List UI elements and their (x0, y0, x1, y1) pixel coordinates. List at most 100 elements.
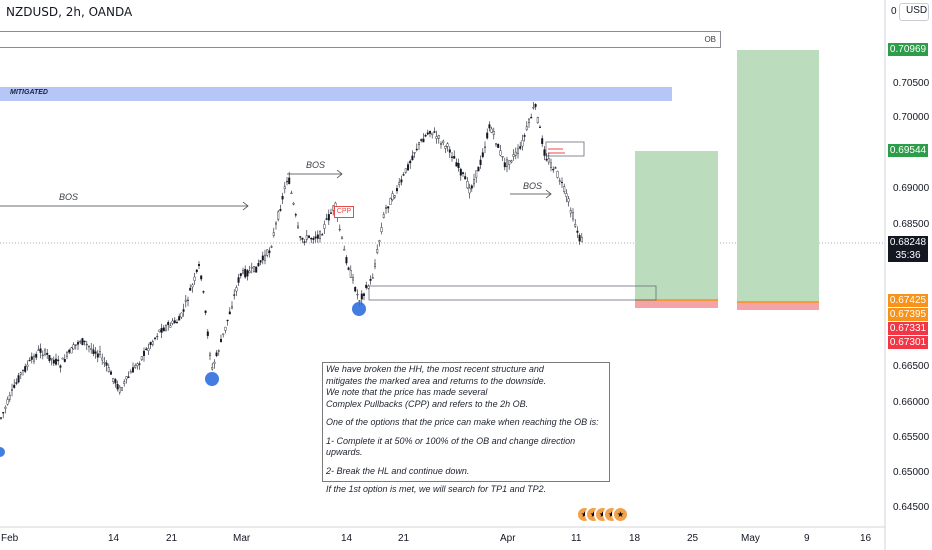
candle-body (277, 211, 280, 220)
symbol-legend[interactable]: NZDUSD, 2h, OANDA (6, 5, 133, 19)
ob-zone[interactable]: OB (0, 31, 721, 48)
candle-body (182, 309, 185, 312)
price-tick: 0.70500 (893, 78, 930, 89)
candle-body (105, 362, 108, 366)
ob-label: OB (704, 35, 716, 44)
candle-body (484, 146, 487, 148)
candle-body (90, 348, 93, 350)
candle-body (160, 328, 163, 333)
candle-body (26, 364, 29, 367)
candle-body (510, 160, 513, 163)
candle-body (237, 277, 240, 283)
economic-events[interactable]: ★ ★ ★ ★ ★ (576, 506, 629, 526)
candle-body (272, 232, 275, 236)
candle-body (352, 277, 355, 281)
note-line: If the 1st option is met, we will search… (326, 484, 547, 494)
sl1-zone (635, 300, 718, 308)
candle-body (371, 277, 374, 279)
candle-body (286, 180, 289, 183)
candle-body (574, 224, 577, 227)
candle-body (303, 241, 306, 243)
candle-body (437, 135, 440, 139)
candle-body (226, 319, 229, 322)
candle-body (363, 293, 366, 296)
currency-selector[interactable]: USD (899, 3, 929, 21)
candle-body (134, 365, 137, 368)
candle-body (486, 132, 489, 139)
candle-body (222, 333, 225, 335)
candle-body (411, 155, 414, 161)
candle-body (178, 316, 181, 321)
candle-body (186, 299, 189, 302)
candle-body (455, 162, 458, 167)
candle-body (444, 146, 447, 149)
us-flag-icon[interactable]: ★ (612, 506, 629, 523)
candle-body (118, 386, 121, 393)
candle-body (528, 118, 531, 124)
candle-body (391, 193, 394, 200)
candle-body (569, 210, 572, 214)
candle-body (261, 255, 264, 261)
candle-body (367, 285, 370, 289)
candle-body (279, 209, 282, 211)
candle-body (153, 337, 156, 339)
candle-body (512, 154, 515, 157)
candle-body (233, 294, 236, 296)
time-tick: 16 (860, 533, 872, 544)
candle-body (151, 341, 154, 345)
candle-body (46, 352, 49, 355)
candle-body (541, 138, 544, 145)
candle-body (98, 351, 101, 355)
candle-body (429, 130, 432, 134)
candle-body (283, 186, 286, 190)
analysis-note[interactable]: We have broken the HH, the most recent s… (322, 362, 610, 494)
candle-body (59, 365, 62, 368)
candle-body (299, 236, 302, 238)
candle-body (239, 273, 242, 276)
mitigated-zone[interactable]: MITIGATED (0, 87, 672, 101)
candle-body (52, 359, 55, 364)
candle-body (112, 378, 115, 382)
candle-body (332, 205, 335, 211)
candle-body (72, 344, 75, 350)
candle-body (488, 124, 491, 129)
candle-body (191, 284, 194, 288)
candle-body (281, 196, 284, 200)
candle-body (365, 284, 368, 288)
candle-body (402, 174, 405, 176)
candle-body (508, 160, 511, 165)
candle-body (468, 187, 471, 194)
candle-body (55, 358, 58, 365)
time-tick: 21 (398, 533, 410, 544)
candle-body (244, 269, 247, 278)
bos-label: BOS (59, 192, 79, 202)
candle-body (202, 291, 205, 293)
candle-body (123, 381, 126, 384)
bar-countdown-tag: 35:36 (888, 249, 928, 262)
candle-body (257, 263, 260, 267)
candle-body (252, 266, 255, 272)
candle-body (431, 132, 434, 136)
candle-body (539, 126, 542, 128)
candle-body (347, 267, 350, 270)
candle-body (85, 343, 88, 346)
entry-price-tag: 0.67395 (888, 308, 928, 321)
candle-body (74, 344, 77, 346)
candle-body (28, 359, 31, 362)
candle-body (2, 412, 5, 414)
candle-body (459, 168, 462, 176)
candle-body (61, 357, 64, 360)
candle-body (15, 382, 18, 384)
mitigated-label: MITIGATED (10, 89, 48, 96)
candle-body (380, 227, 383, 232)
candle-body (37, 349, 40, 351)
candle-body (477, 166, 480, 172)
candle-body (479, 159, 482, 165)
note-line: 1- Complete it at 50% or 100% of the OB … (326, 435, 576, 458)
candle-body (400, 179, 403, 183)
pivot-low-marker (205, 372, 219, 386)
candle-body (275, 222, 278, 225)
candle-body (0, 417, 2, 419)
candle-body (288, 177, 291, 184)
